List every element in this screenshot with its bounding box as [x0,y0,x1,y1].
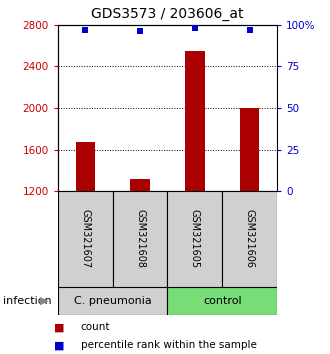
Title: GDS3573 / 203606_at: GDS3573 / 203606_at [91,7,244,21]
Point [82,27,88,33]
Text: ■: ■ [54,322,65,332]
Bar [130,179,149,191]
Text: percentile rank within the sample: percentile rank within the sample [81,340,257,350]
Bar [168,191,222,287]
Text: count: count [81,322,110,332]
Bar [168,287,277,315]
Bar [240,108,259,191]
Text: infection: infection [3,296,52,306]
Text: ■: ■ [54,340,65,350]
Bar [222,191,277,287]
Bar [185,51,205,191]
Bar [76,142,95,191]
Point [192,25,198,31]
Text: ▶: ▶ [40,296,49,306]
Text: GSM321607: GSM321607 [80,209,90,269]
Text: GSM321606: GSM321606 [245,210,255,268]
Bar [58,287,168,315]
Text: GSM321605: GSM321605 [190,209,200,269]
Bar [58,191,113,287]
Point [137,29,143,34]
Text: GSM321608: GSM321608 [135,210,145,268]
Bar [113,191,168,287]
Point [247,27,252,33]
Text: C. pneumonia: C. pneumonia [74,296,151,306]
Text: control: control [203,296,242,306]
